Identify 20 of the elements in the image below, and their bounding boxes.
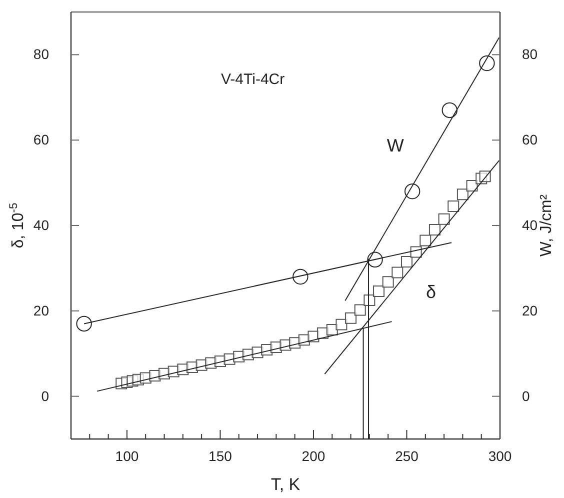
annotation: V-4Ti-4Cr xyxy=(221,71,285,88)
y2-axis-title: W, J/cm² xyxy=(538,194,555,257)
series-label: δ xyxy=(426,282,436,302)
y-tick-label: 60 xyxy=(33,132,50,148)
x-tick-label: 200 xyxy=(302,448,326,464)
y2-tick-label: 20 xyxy=(522,302,538,318)
y2-tick-label: 0 xyxy=(522,388,530,404)
y-tick-label: 0 xyxy=(41,388,50,404)
x-axis-title: T, K xyxy=(270,475,301,494)
y-tick-label: 20 xyxy=(33,302,50,318)
y2-tick-label: 60 xyxy=(522,132,538,148)
x-tick-label: 250 xyxy=(395,448,419,464)
y-tick-label: 80 xyxy=(33,46,50,62)
y2-tick-label: 40 xyxy=(522,216,538,233)
y2-tick-label: 80 xyxy=(522,46,538,62)
x-tick-label: 150 xyxy=(208,448,232,464)
series-label: W xyxy=(386,135,404,156)
x-tick-label: 300 xyxy=(488,448,512,464)
y-tick-label: 40 xyxy=(33,216,50,233)
x-tick-label: 100 xyxy=(115,448,139,464)
